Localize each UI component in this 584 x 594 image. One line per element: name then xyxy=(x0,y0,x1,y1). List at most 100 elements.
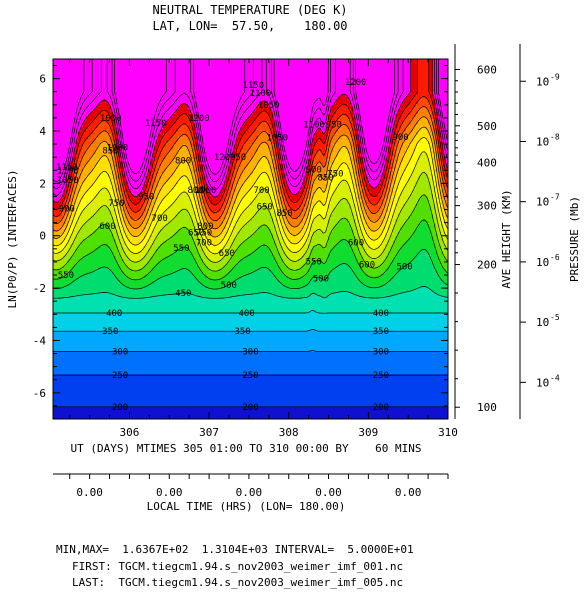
contour-label-250: 250 xyxy=(242,371,258,381)
contour-label-1000: 1000 xyxy=(107,143,129,153)
contour-label-700: 700 xyxy=(152,214,168,224)
contour-label-1050: 1050 xyxy=(57,176,79,186)
contour-label-1100: 1100 xyxy=(250,89,272,99)
chart-title: NEUTRAL TEMPERATURE (DEG K) xyxy=(152,3,347,17)
contour-lines xyxy=(53,59,448,408)
contour-label-1100: 1100 xyxy=(303,121,325,131)
footer-minmax: MIN,MAX= 1.6367E+02 1.3104E+03 INTERVAL=… xyxy=(56,543,414,556)
contour-label-1150: 1150 xyxy=(56,163,78,173)
pressure-tick-label: 10 xyxy=(536,135,549,148)
contour-label-400: 400 xyxy=(238,309,254,319)
contour-label-500: 500 xyxy=(221,281,237,291)
pressure-axis-label: PRESSURE (Mb) xyxy=(568,196,581,282)
contour-label-550: 550 xyxy=(58,271,74,281)
pressure-axis: 10-410-510-610-710-810-9 xyxy=(519,44,560,419)
pressure-tick-label: 10 xyxy=(536,196,549,209)
y-tick-label: 0 xyxy=(39,230,46,243)
contour-label-250: 250 xyxy=(373,371,389,381)
y-tick-label: 4 xyxy=(39,125,46,138)
lnp-axis: -6 -4 -2 0 2 4 6 xyxy=(33,65,448,420)
ut-axis: 306 307 308 309 310 xyxy=(69,59,458,439)
contour-label-850: 850 xyxy=(102,147,118,157)
pressure-tick-label: 10 xyxy=(536,75,549,88)
contour-label-400: 400 xyxy=(106,309,122,319)
contour-label-600: 600 xyxy=(359,261,375,271)
contour-label-900: 900 xyxy=(59,205,75,215)
contour-label-650: 650 xyxy=(219,249,235,259)
contour-label-700: 700 xyxy=(196,238,212,248)
contour-label-200: 200 xyxy=(373,403,389,413)
footer-last: LAST: TGCM.tiegcm1.94.s_nov2003_weimer_i… xyxy=(72,576,403,589)
contour-label-250: 250 xyxy=(112,371,128,381)
contour-label-1050: 1050 xyxy=(258,101,280,111)
x-tick-label: 309 xyxy=(358,426,378,439)
contour-750 xyxy=(53,137,448,247)
x-tick-label: 310 xyxy=(438,426,458,439)
contour-label-950: 950 xyxy=(326,121,342,131)
contour-label-1150: 1150 xyxy=(242,81,264,91)
contour-350 xyxy=(53,329,448,332)
contour-500 xyxy=(53,248,448,290)
contour-900 xyxy=(53,106,448,225)
plot-frame xyxy=(52,58,449,420)
contour-label-350: 350 xyxy=(373,327,389,337)
pressure-tick-label: 10 xyxy=(536,256,549,269)
x-tick-label: 307 xyxy=(199,426,219,439)
contour-labels: 200 200 200 250 250 250 300 300 300 350 350 350 400 4… xyxy=(56,78,413,413)
x-axis-label: UT (DAYS) MTIMES 305 01:00 TO 310 00:00 … xyxy=(71,442,422,455)
height-tick-label: 300 xyxy=(477,200,497,213)
contour-label-300: 300 xyxy=(373,348,389,358)
footer-first: FIRST: TGCM.tiegcm1.94.s_nov2003_weimer_… xyxy=(72,560,403,573)
pressure-tick-exponent: -6 xyxy=(550,253,560,262)
height-tick-label: 600 xyxy=(477,63,497,76)
local-time-label: LOCAL TIME (HRS) (LON= 180.00) xyxy=(147,500,346,513)
height-axis-label: AVE HEIGHT (KM) xyxy=(500,189,513,288)
y-tick-label: -2 xyxy=(33,282,46,295)
contour-label-350: 350 xyxy=(234,327,250,337)
pressure-tick-exponent: -7 xyxy=(550,193,560,202)
contour-950 xyxy=(53,96,448,217)
contour-650 xyxy=(53,171,448,263)
contour-label-200: 200 xyxy=(242,403,258,413)
contour-label-200: 200 xyxy=(112,403,128,413)
contour-label-350: 350 xyxy=(102,327,118,337)
y-tick-label: 2 xyxy=(39,177,46,190)
local-time-tick-label: 0.00 xyxy=(315,486,342,499)
local-time-tick-label: 0.00 xyxy=(76,486,103,499)
contour-label-750: 750 xyxy=(108,199,124,209)
y-tick-label: -6 xyxy=(33,387,46,400)
contour-label-700: 700 xyxy=(253,186,269,196)
contour-label-600: 600 xyxy=(348,238,364,248)
height-tick-label: 200 xyxy=(477,259,497,272)
contour-label-1150: 1150 xyxy=(145,119,167,129)
contour-label-1100: 1100 xyxy=(57,166,79,176)
pressure-tick-exponent: -5 xyxy=(550,313,560,322)
contour-label-550: 550 xyxy=(173,244,189,254)
contour-label-550: 550 xyxy=(306,257,322,267)
contour-label-500: 500 xyxy=(396,263,412,273)
temperature-field xyxy=(53,59,448,419)
contour-label-650: 650 xyxy=(257,202,273,212)
contour-label-750: 750 xyxy=(196,229,212,239)
contour-1100 xyxy=(53,59,448,196)
pressure-tick-exponent: -9 xyxy=(550,72,560,81)
contour-label-900: 900 xyxy=(306,166,322,176)
contour-400 xyxy=(53,310,448,314)
height-tick-label: 400 xyxy=(477,156,497,169)
contour-label-300: 300 xyxy=(242,348,258,358)
contour-label-450: 450 xyxy=(175,289,191,299)
pressure-tick-exponent: -4 xyxy=(550,373,560,382)
contour-label-1200: 1200 xyxy=(188,114,210,124)
chart-subtitle: LAT, LON= 57.50, 180.00 xyxy=(152,19,347,33)
contour-label-400: 400 xyxy=(373,309,389,319)
contour-label-1000: 1000 xyxy=(100,114,122,124)
height-axis: 100 200 300 400 500 600 xyxy=(454,44,497,419)
local-time-axis: 0.00 0.00 0.00 0.00 0.00 xyxy=(53,473,449,499)
contour-label-1200: 1200 xyxy=(345,78,367,88)
contour-label-800: 800 xyxy=(175,157,191,167)
contour-label-800: 800 xyxy=(187,186,203,196)
contour-label-500: 500 xyxy=(313,274,329,284)
contour-label-900: 900 xyxy=(392,133,408,143)
contour-label-800: 800 xyxy=(197,222,213,232)
